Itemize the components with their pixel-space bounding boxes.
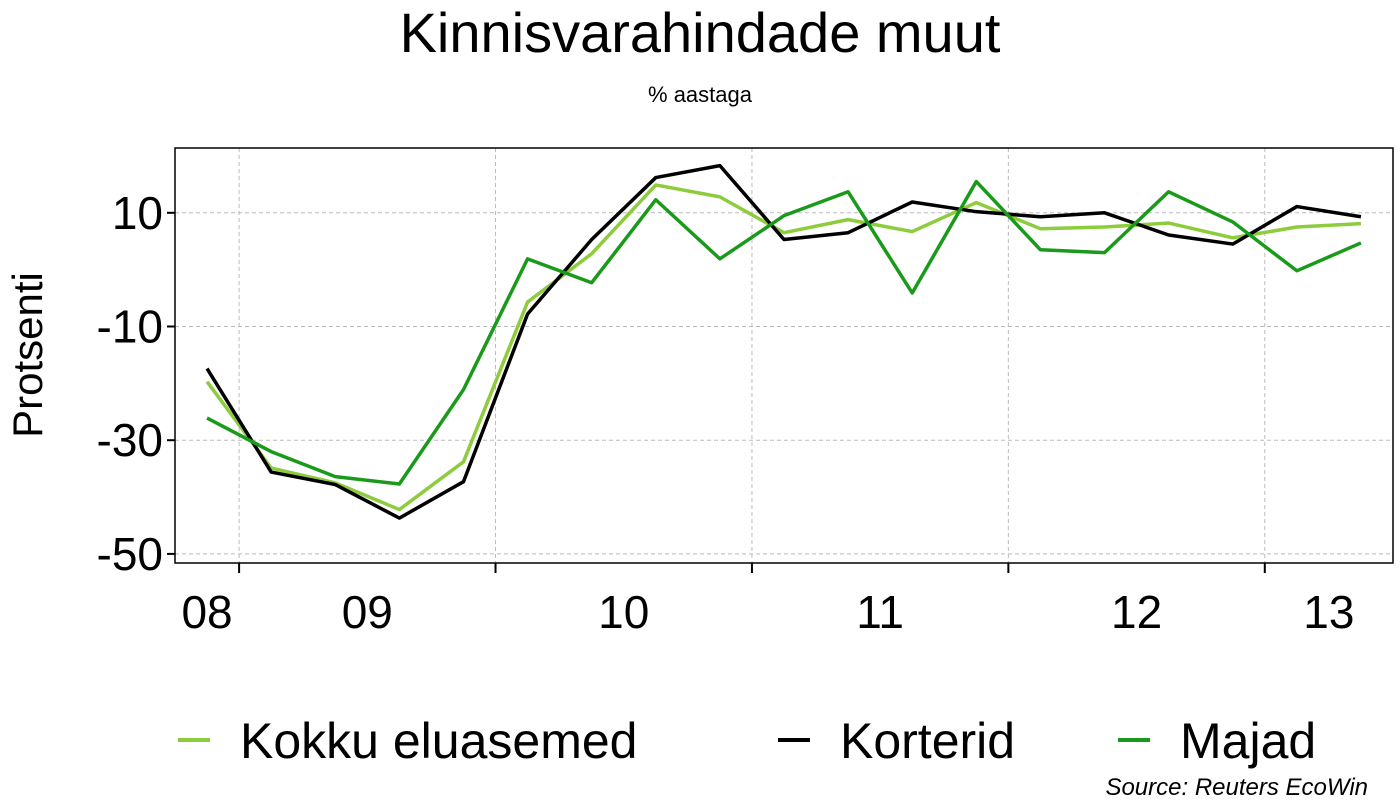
plot-frame [174,147,1394,564]
y-tick-label: -10 [97,301,163,353]
y-tick-label: -30 [97,414,163,466]
chart-subtitle: % aastaga [648,82,753,107]
legend-label: Majad [1180,713,1316,769]
x-tick-label: 09 [342,586,393,638]
chart-title: Kinnisvarahindade muut [400,1,1001,64]
legend-label: Kokku eluasemed [240,713,637,769]
legend-label: Korterid [840,713,1015,769]
series-line [206,179,1362,486]
source: Source: Reuters EcoWin [1105,774,1368,801]
series-line [205,183,1362,512]
x-tick-label: 10 [598,586,649,638]
series-line [205,163,1362,520]
x-tick-label: 13 [1303,586,1354,638]
x-tick-label: 12 [1111,586,1162,638]
x-tick-label: 08 [181,586,232,638]
x-tick-label: 11 [856,586,904,638]
y-axis-label: Protsenti [4,272,51,438]
y-tick-label: -50 [97,528,163,580]
y-tick-label: 10 [112,187,163,239]
